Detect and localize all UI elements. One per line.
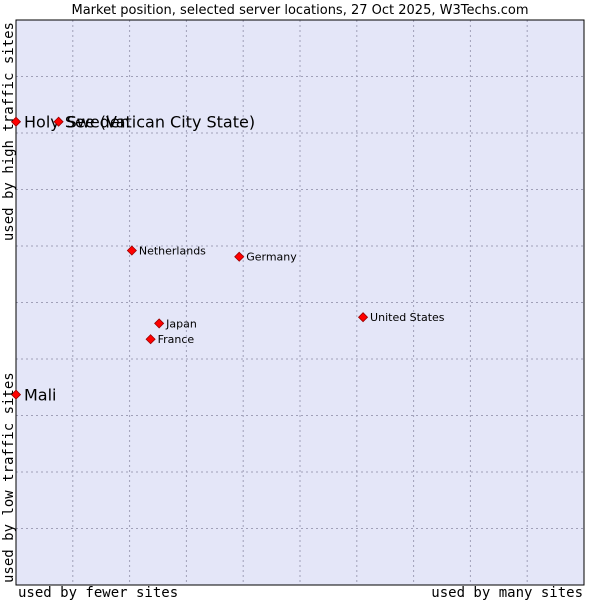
point-marker-mali xyxy=(10,389,22,400)
point-marker-united-states xyxy=(357,312,369,323)
data-points: Holy See (Vatican City State)Sweden Mali N… xyxy=(10,113,445,405)
point-label-united-states: United States xyxy=(370,311,445,324)
point-marker-holy-see-vatican-city-state xyxy=(10,116,22,127)
point-marker-germany xyxy=(234,251,245,262)
chart-title: Market position, selected server locatio… xyxy=(71,3,528,18)
point-label-germany: Germany xyxy=(246,251,297,264)
point-label-sweden: Sweden xyxy=(67,113,130,132)
grid-lines xyxy=(16,20,584,585)
plot-frame xyxy=(15,19,585,586)
point-marker-japan xyxy=(154,318,165,329)
point-marker-netherlands xyxy=(126,245,137,256)
y-axis-label-top: used by high traffic sites xyxy=(1,22,17,241)
point-label-mali: Mali xyxy=(24,386,57,405)
point-label-holy-see-vatican-city-state: Holy See (Vatican City State) xyxy=(24,113,255,132)
point-marker-france xyxy=(145,334,156,345)
x-axis-label-right: used by many sites xyxy=(431,585,583,600)
point-label-japan: Japan xyxy=(165,317,197,330)
point-marker-sweden xyxy=(53,116,64,127)
point-label-france: France xyxy=(158,333,195,346)
y-axis-label-bottom: used by low traffic sites xyxy=(1,372,17,583)
x-axis-label-left: used by fewer sites xyxy=(18,585,178,600)
point-label-netherlands: Netherlands xyxy=(139,245,206,258)
